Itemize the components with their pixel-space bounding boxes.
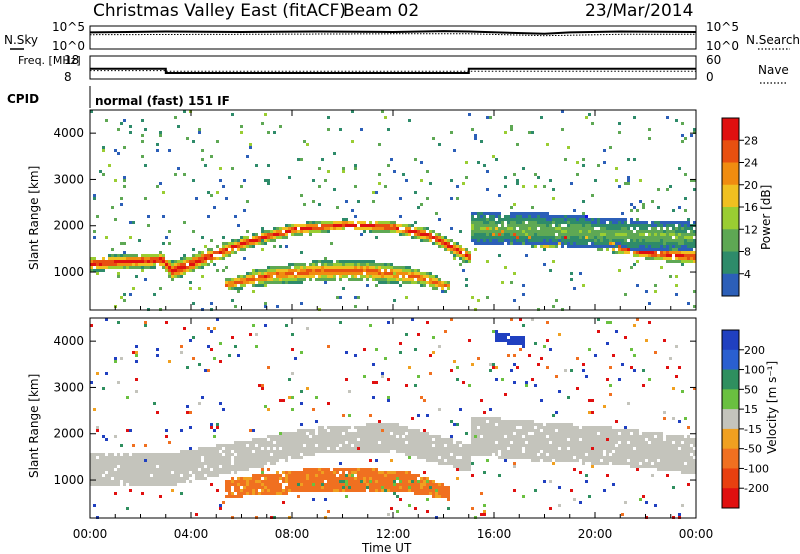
cpid-mode: normal (fast) 151 IF [95,94,230,108]
power-ytick: 4000 [53,126,84,140]
time-tick: 08:00 [275,527,310,541]
beam-label: Beam 02 [343,1,419,21]
noise-sky-series [89,30,697,35]
velocity-colorbar-tick: -15 [744,423,762,436]
power-colorbar-tick: 4 [744,268,751,281]
time-tick: 16:00 [477,527,512,541]
noise-left-label: N.Sky [4,33,38,47]
noise-panel: N.Sky 10^5 10^0 10^5 10^0 N.Search [4,20,800,53]
power-ytick: 3000 [53,172,84,186]
power-echo-cells [90,110,696,311]
power-colorbar-tick: 20 [744,179,758,192]
frequency-series [90,67,696,74]
velocity-colorbar-tick: 50 [744,383,758,396]
velocity-colorbar-tick: -100 [744,462,769,475]
freq-right-tick-bottom: 0 [706,70,714,84]
power-colorbar-label: Power [dB] [759,185,773,250]
time-axis: 00:00 04:00 08:00 12:00 16:00 20:00 00:00 [73,110,714,541]
noise-right-tick-bottom: 10^0 [706,39,739,53]
xaxis-label: Time UT [361,541,412,554]
time-tick: 20:00 [578,527,613,541]
figure-title: Christmas Valley East (fitACF) [93,1,346,21]
freq-left-tick-top: 18 [64,53,79,67]
time-tick: 00:00 [679,527,714,541]
freq-left-tick-bottom: 8 [64,70,72,84]
nave-label: Nave [758,63,789,77]
cpid-label: CPID [7,92,39,106]
velocity-ylabel: Slant Range [km] [27,374,41,478]
velocity-ytick: 4000 [53,334,84,348]
noise-right-label: N.Search [746,33,800,47]
velocity-colorbar-tick: 200 [744,344,765,357]
power-colorbar-tick: 12 [744,223,758,236]
velocity-colorbar-tick: 15 [744,403,758,416]
power-ytick: 2000 [53,219,84,233]
velocity-colorbar-tick: -200 [744,482,769,495]
velocity-echo-cells [90,318,696,519]
power-colorbar-tick: 28 [744,134,758,147]
power-colorbar: 28 24 20 16 12 8 4 Power [dB] [721,117,773,297]
velocity-colorbar: 200 100 50 15 -15 -50 -100 -200 Velocity [m s⁻¹… [721,329,779,509]
noise-left-tick-bottom: 10^0 [52,39,85,53]
noise-search-series [89,33,696,37]
velocity-ytick: 2000 [53,427,84,441]
power-ylabel: Slant Range [km] [27,166,41,270]
noise-left-tick-top: 10^5 [52,20,85,34]
power-colorbar-tick: 16 [744,201,758,214]
velocity-colorbar-label: Velocity [m s⁻¹] [765,361,779,454]
frequency-panel: Freq. [MHz] 18 8 60 0 Nave [18,53,789,84]
power-panel: 4000 3000 2000 1000 Slant Range [km] [27,109,697,311]
freq-right-tick-top: 60 [706,53,721,67]
date-label: 23/Mar/2014 [585,1,693,21]
velocity-ytick: 3000 [53,380,84,394]
velocity-colorbar-tick: -50 [744,443,762,456]
velocity-colorbar-tick: 100 [744,364,765,377]
freq-label: Freq. [MHz] [18,54,81,67]
velocity-ytick: 1000 [53,473,84,487]
noise-right-tick-top: 10^5 [706,20,739,34]
power-colorbar-tick: 8 [744,246,751,259]
time-tick: 04:00 [174,527,209,541]
power-ytick: 1000 [53,265,84,279]
power-colorbar-tick: 24 [744,157,758,170]
velocity-panel: 4000 3000 2000 1000 Slant Range [km] [27,317,697,519]
nave-series [90,70,696,72]
time-tick: 12:00 [376,527,411,541]
time-tick: 00:00 [73,527,108,541]
